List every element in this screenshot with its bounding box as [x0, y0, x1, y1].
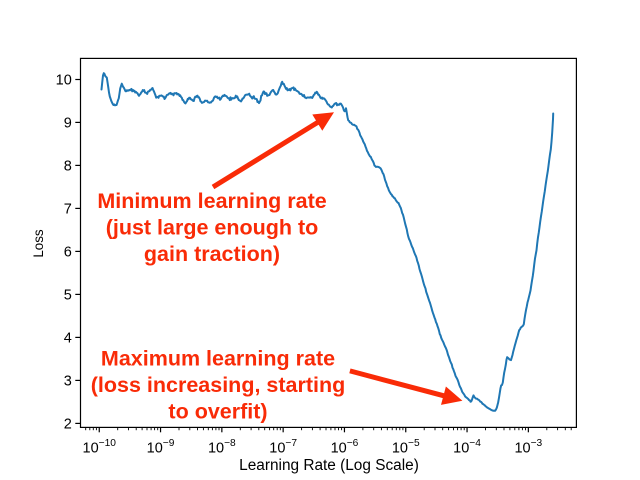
svg-text:7: 7: [64, 202, 72, 218]
svg-text:10: 10: [56, 73, 72, 89]
svg-text:2: 2: [64, 417, 72, 433]
svg-text:10−5: 10−5: [392, 438, 420, 456]
svg-text:10−4: 10−4: [453, 438, 481, 456]
svg-text:10−9: 10−9: [147, 438, 175, 456]
svg-text:10−8: 10−8: [208, 438, 236, 456]
svg-text:9: 9: [64, 116, 72, 132]
svg-text:(just large enough to: (just large enough to: [106, 216, 319, 240]
svg-text:(loss increasing, starting: (loss increasing, starting: [91, 373, 345, 397]
svg-text:6: 6: [64, 245, 72, 261]
svg-text:Minimum learning rate: Minimum learning rate: [97, 189, 326, 213]
svg-text:Maximum learning rate: Maximum learning rate: [101, 346, 335, 370]
svg-text:10−3: 10−3: [514, 438, 542, 456]
svg-text:10−7: 10−7: [269, 438, 297, 456]
svg-text:Loss: Loss: [31, 229, 46, 258]
svg-text:3: 3: [64, 374, 72, 390]
svg-text:Learning Rate (Log Scale): Learning Rate (Log Scale): [239, 457, 419, 474]
svg-text:10−6: 10−6: [331, 438, 359, 456]
svg-text:gain traction): gain traction): [144, 242, 280, 266]
svg-text:8: 8: [64, 159, 72, 175]
svg-text:4: 4: [64, 331, 72, 347]
svg-text:5: 5: [64, 288, 72, 304]
svg-text:to overfit): to overfit): [168, 399, 267, 423]
svg-text:10−10: 10−10: [83, 438, 117, 456]
